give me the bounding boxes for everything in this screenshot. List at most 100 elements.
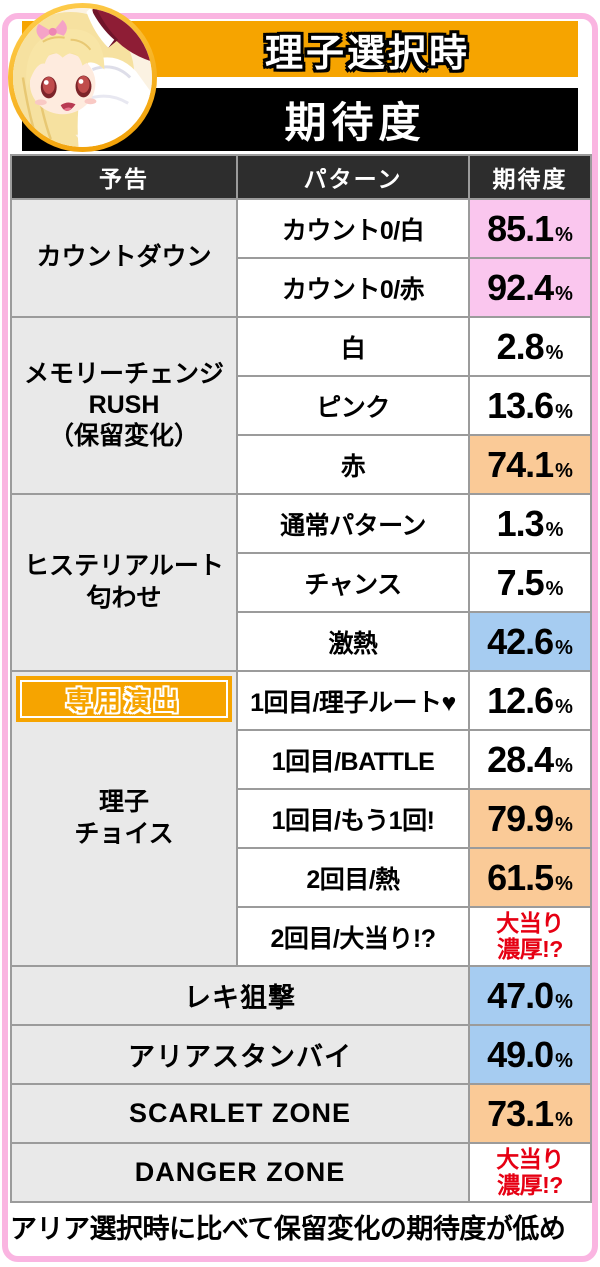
group-label-text: 理子 チョイス [74,788,174,848]
table-row: チャンス 7.5% [11,552,592,613]
value-unit: % [555,813,573,836]
pattern-cell: 2回目/熱 [236,847,470,908]
table-row: アリアスタンバイ 49.0% [10,1024,592,1085]
table-row: 1回目/もう1回! 79.9% [11,788,592,849]
table-row: SCARLET ZONE 73.1% [10,1083,592,1144]
pattern-cell: 1回目/BATTLE [236,729,470,790]
value-cell: 42.6% [468,611,592,672]
value-unit: % [555,990,573,1013]
pattern-cell: 赤 [236,434,470,495]
value-unit: % [555,754,573,777]
group-label-text: カウントダウン [36,243,212,272]
pattern-cell: 白 [236,316,470,377]
value-number: 61.5 [487,856,554,898]
pattern-cell: 通常パターン [236,493,470,554]
value-cell: 12.6% [468,670,592,731]
value-number: 13.6 [487,384,554,426]
value-number: 1.3 [496,502,545,544]
value-cell: 7.5% [468,552,592,613]
pattern-cell: カウント0/白 [236,198,470,259]
pattern-cell: 激熱 [236,611,470,672]
value-cell: 13.6% [468,375,592,436]
badge-label: 専用演出 [65,685,182,716]
value-cell: 大当り 濃厚!? [468,906,592,967]
group-label-text: ヒステリアルート 匂わせ [24,552,224,612]
jackpot-likely-text: 大当り 濃厚!? [496,909,564,962]
jackpot-likely-text: 大当り 濃厚!? [496,1145,564,1198]
value-unit: % [545,518,564,541]
value-cell: 1.3% [468,493,592,554]
value-number: 28.4 [487,738,554,780]
table-row: 2回目/熱 61.5% [11,847,592,908]
span-row-label-scarlet-zone: SCARLET ZONE [10,1083,470,1144]
span-row-label-danger-zone: DANGER ZONE [10,1142,470,1203]
value-number: 42.6 [487,620,554,662]
table-row: 激熱 42.6% [11,611,592,672]
table-row: ヒステリアルート 匂わせ 通常パターン 1.3% [10,493,592,672]
table-header-row: 予告 パターン 期待度 [10,154,592,200]
anime-girl-illustration [13,8,152,147]
group-label-countdown: カウントダウン [10,198,238,318]
value-unit: % [555,872,573,895]
group-label-hysteria-route: ヒステリアルート 匂わせ [10,493,238,672]
value-cell: 74.1% [468,434,592,495]
table-row: カウントダウン カウント0/白 85.1% [10,198,592,318]
value-number: 79.9 [487,797,554,839]
value-cell: 47.0% [468,965,592,1026]
value-number: 47.0 [487,974,554,1016]
pattern-cell: 1回目/理子ルート♥ [236,670,470,731]
exclusive-effect-badge: 専用演出 [16,676,232,722]
value-unit: % [555,400,573,423]
value-cell: 49.0% [468,1024,592,1085]
column-header-pattern: パターン [236,154,470,200]
value-number: 2.8 [496,325,545,367]
value-number: 7.5 [496,561,545,603]
value-unit: % [555,695,573,718]
value-cell: 大当り 濃厚!? [468,1142,592,1203]
pattern-cell: カウント0/赤 [236,257,470,318]
panel-content: 理子選択時 期待度 予告 パターン 期待度 カウントダウン カウント0/白 85… [10,21,592,1246]
value-cell: 85.1% [468,198,592,259]
value-number: 12.6 [487,679,554,721]
value-number: 92.4 [487,266,554,308]
value-unit: % [555,223,573,246]
value-number: 74.1 [487,443,554,485]
value-cell: 2.8% [468,316,592,377]
table-row: ピンク 13.6% [11,375,592,436]
column-header-expectation: 期待度 [468,154,592,200]
pattern-cell: チャンス [236,552,470,613]
table-row: DANGER ZONE 大当り 濃厚!? [10,1142,592,1203]
value-unit: % [555,636,573,659]
page-title: 理子選択時 [264,32,470,75]
table-row: カウント0/赤 92.4% [11,257,592,318]
table-row: 1回目/BATTLE 28.4% [11,729,592,790]
value-number: 73.1 [487,1092,554,1134]
table-row: レキ狙撃 47.0% [10,965,592,1026]
value-cell: 61.5% [468,847,592,908]
value-unit: % [545,577,564,600]
value-unit: % [555,1049,573,1072]
pattern-cell: ピンク [236,375,470,436]
footer-note: アリア選択時に比べて保留変化の期待度が低め [10,1214,566,1244]
riko-portrait-image [13,8,152,147]
table-row: メモリーチェンジ RUSH （保留変化） 白 2.8% [10,316,592,495]
group-label-memory-change-rush: メモリーチェンジ RUSH （保留変化） [10,316,238,495]
value-unit: % [545,341,564,364]
pattern-cell: 2回目/大当り!? [236,906,470,967]
span-row-label-aria-standby: アリアスタンバイ [10,1024,470,1085]
value-cell: 73.1% [468,1083,592,1144]
character-avatar [8,3,157,152]
table-row: 赤 74.1% [11,434,592,495]
section-title: 期待度 [284,99,426,146]
span-row-label-reki-sogeki: レキ狙撃 [10,965,470,1026]
badge-inner-border: 専用演出 [20,680,228,718]
pattern-cell: 1回目/もう1回! [236,788,470,849]
value-unit: % [555,1108,573,1131]
value-unit: % [555,459,573,482]
value-cell: 92.4% [468,257,592,318]
value-cell: 28.4% [468,729,592,790]
table-row: 2回目/大当り!? 大当り 濃厚!? [11,906,592,967]
group-label-text: メモリーチェンジ RUSH （保留変化） [23,359,224,451]
value-number: 85.1 [487,207,554,249]
expectation-table: 予告 パターン 期待度 カウントダウン カウント0/白 85.1% カウント0/… [10,154,592,1203]
